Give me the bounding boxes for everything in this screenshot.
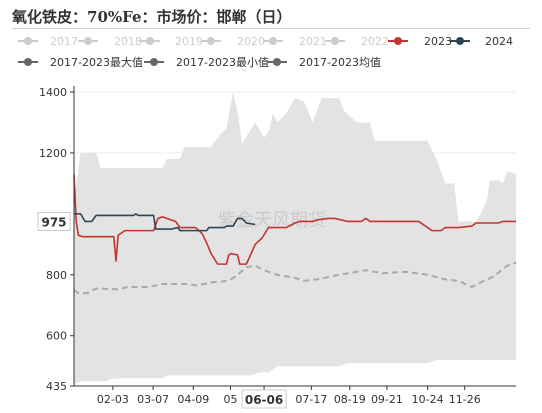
y-tick-label: 1200: [39, 147, 67, 160]
legend-item-2017-2023最大值[interactable]: 2017-2023最大值: [18, 55, 143, 69]
series-line-2017-2023均值: [73, 261, 517, 295]
legend-label: 2023: [424, 35, 452, 48]
y-tick-label: 1400: [39, 86, 67, 99]
legend-item-2023[interactable]: 2023: [388, 35, 452, 48]
range-band: [74, 92, 516, 385]
x-tick-label: 10-24: [412, 393, 444, 406]
x-tick-label: 08-19: [334, 393, 366, 406]
x-tick-label: 11-26: [449, 393, 481, 406]
legend-item-2024[interactable]: 2024: [450, 35, 513, 48]
title-divider: [12, 28, 530, 29]
legend-label: 2017-2023最小值: [176, 56, 269, 69]
x-highlight-label: 06-06: [245, 393, 283, 407]
legend-marker: [269, 37, 277, 45]
legend-marker: [207, 37, 215, 45]
legend-item-2021[interactable]: 2021: [263, 35, 327, 48]
legend-item-2017[interactable]: 2017: [18, 35, 78, 48]
legend-label: 2022: [361, 35, 389, 48]
y-highlight-label: 975: [41, 215, 66, 229]
legend-marker: [24, 37, 32, 45]
x-tick-label: 09-21: [371, 393, 403, 406]
legend-label: 2024: [485, 35, 513, 48]
legend-label: 2020: [237, 35, 265, 48]
legend-label: 2017: [50, 35, 78, 48]
legend-label: 2021: [299, 35, 327, 48]
legend-item-2019[interactable]: 2019: [140, 35, 203, 48]
legend-label: 2018: [114, 35, 142, 48]
series-line-2024: [74, 213, 256, 232]
y-tick-label: 600: [46, 330, 67, 343]
legend-item-2020[interactable]: 2020: [201, 35, 265, 48]
x-highlight-box: [241, 389, 287, 409]
legend: 2017 2018 2019 2020 2021 2022 2023 2024 2017-202…: [18, 35, 513, 69]
y-tick-label: 435: [46, 380, 67, 393]
y-highlight-box: [37, 211, 71, 231]
legend-marker: [394, 37, 402, 45]
x-tick-label: 07-17: [295, 393, 327, 406]
plot-area: 紫金天风期货 1400 1200 800 600 435 975 02-03 03-07 04-0…: [37, 86, 517, 409]
legend-marker: [146, 37, 154, 45]
legend-marker: [456, 37, 464, 45]
series-line-2023: [73, 174, 516, 265]
x-tick-label: 04-09: [177, 393, 209, 406]
legend-item-2022[interactable]: 2022: [325, 35, 389, 48]
legend-item-2017-2023最小值[interactable]: 2017-2023最小值: [144, 56, 269, 69]
legend-item-2018[interactable]: 2018: [78, 35, 142, 48]
legend-marker: [84, 37, 92, 45]
x-tick-label: 03-07: [137, 393, 169, 406]
legend-item-2017-2023均值[interactable]: 2017-2023均值: [267, 56, 381, 69]
legend-marker: [150, 58, 158, 66]
legend-marker: [24, 58, 32, 66]
legend-label: 2017-2023最大值: [50, 55, 143, 69]
legend-label: 2017-2023均值: [299, 56, 381, 69]
x-tick-label: 05: [223, 393, 237, 406]
legend-marker: [273, 58, 281, 66]
y-tick-label: 800: [46, 269, 67, 282]
watermark: 紫金天风期货: [218, 210, 326, 231]
legend-marker: [331, 37, 339, 45]
legend-label: 2019: [175, 35, 203, 48]
chart-title: 氧化铁皮：70%Fe：市场价：邯郸（日）: [12, 8, 292, 26]
x-tick-label: 02-03: [97, 393, 129, 406]
